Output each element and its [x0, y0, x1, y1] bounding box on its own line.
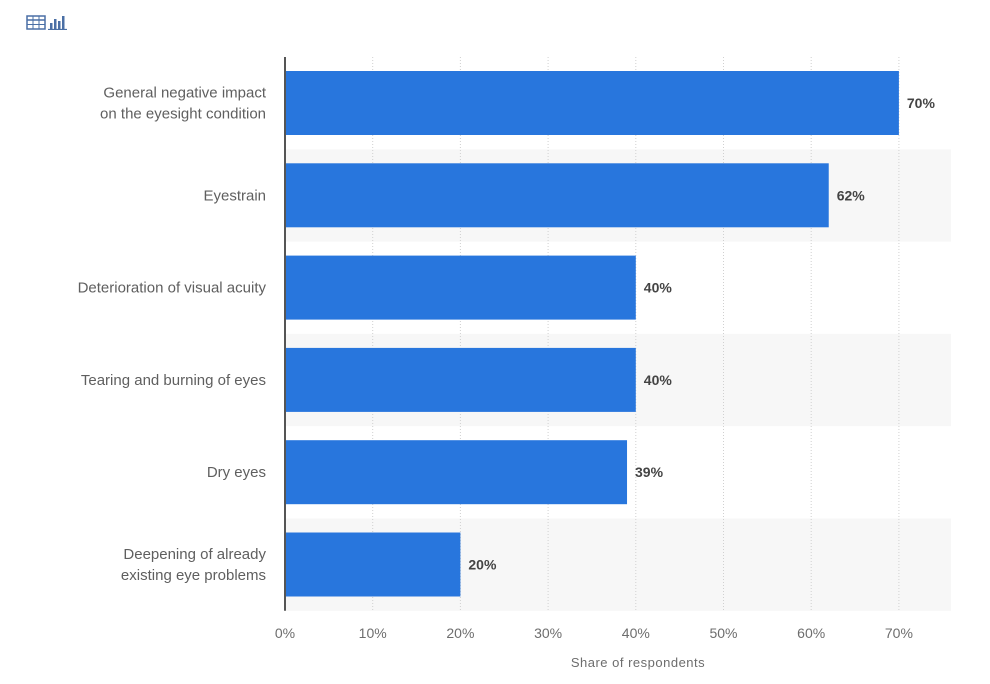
x-tick-label: 40% — [622, 625, 650, 641]
category-labels: General negative impact on the eyesight c… — [78, 85, 267, 585]
bar-value-label: 40% — [644, 280, 673, 296]
bars — [285, 71, 899, 597]
x-tick-label: 20% — [446, 625, 474, 641]
x-tick-label: 50% — [709, 625, 737, 641]
category-label: Dry eyes — [207, 464, 266, 481]
category-label: Tearing and burning of eyes — [81, 372, 266, 389]
bar-value-label: 20% — [468, 557, 497, 573]
x-tick-label: 60% — [797, 625, 825, 641]
x-tick-labels: 0% 10% 20% 30% 40% 50% 60% 70% — [275, 625, 913, 641]
bar[interactable] — [285, 255, 636, 320]
x-tick-label: 0% — [275, 625, 295, 641]
bar[interactable] — [285, 532, 461, 597]
bar[interactable] — [285, 71, 899, 135]
category-label: General negative impact on the eyesight c… — [100, 85, 267, 123]
x-axis-title: Share of respondents — [571, 655, 705, 670]
bar-value-label: 70% — [907, 95, 936, 111]
category-label: Deterioration of visual acuity — [78, 280, 267, 297]
x-tick-label: 30% — [534, 625, 562, 641]
table-view-icon[interactable] — [26, 14, 46, 35]
value-labels: 70% 62% 40% 40% 39% 20% — [468, 95, 935, 573]
x-tick-label: 70% — [885, 625, 913, 641]
bar-value-label: 40% — [644, 372, 673, 388]
bar[interactable] — [285, 440, 628, 505]
bar-chart-view-icon[interactable] — [48, 14, 68, 35]
category-label: Deepening of already existing eye problem… — [121, 546, 267, 584]
bar-value-label: 62% — [837, 187, 866, 203]
bar-value-label: 39% — [635, 464, 664, 480]
chart-toolbar — [26, 14, 68, 35]
x-tick-label: 10% — [359, 625, 387, 641]
bar[interactable] — [285, 163, 829, 228]
gridlines — [372, 57, 900, 611]
category-label: Eyestrain — [203, 187, 266, 204]
bar[interactable] — [285, 347, 636, 412]
